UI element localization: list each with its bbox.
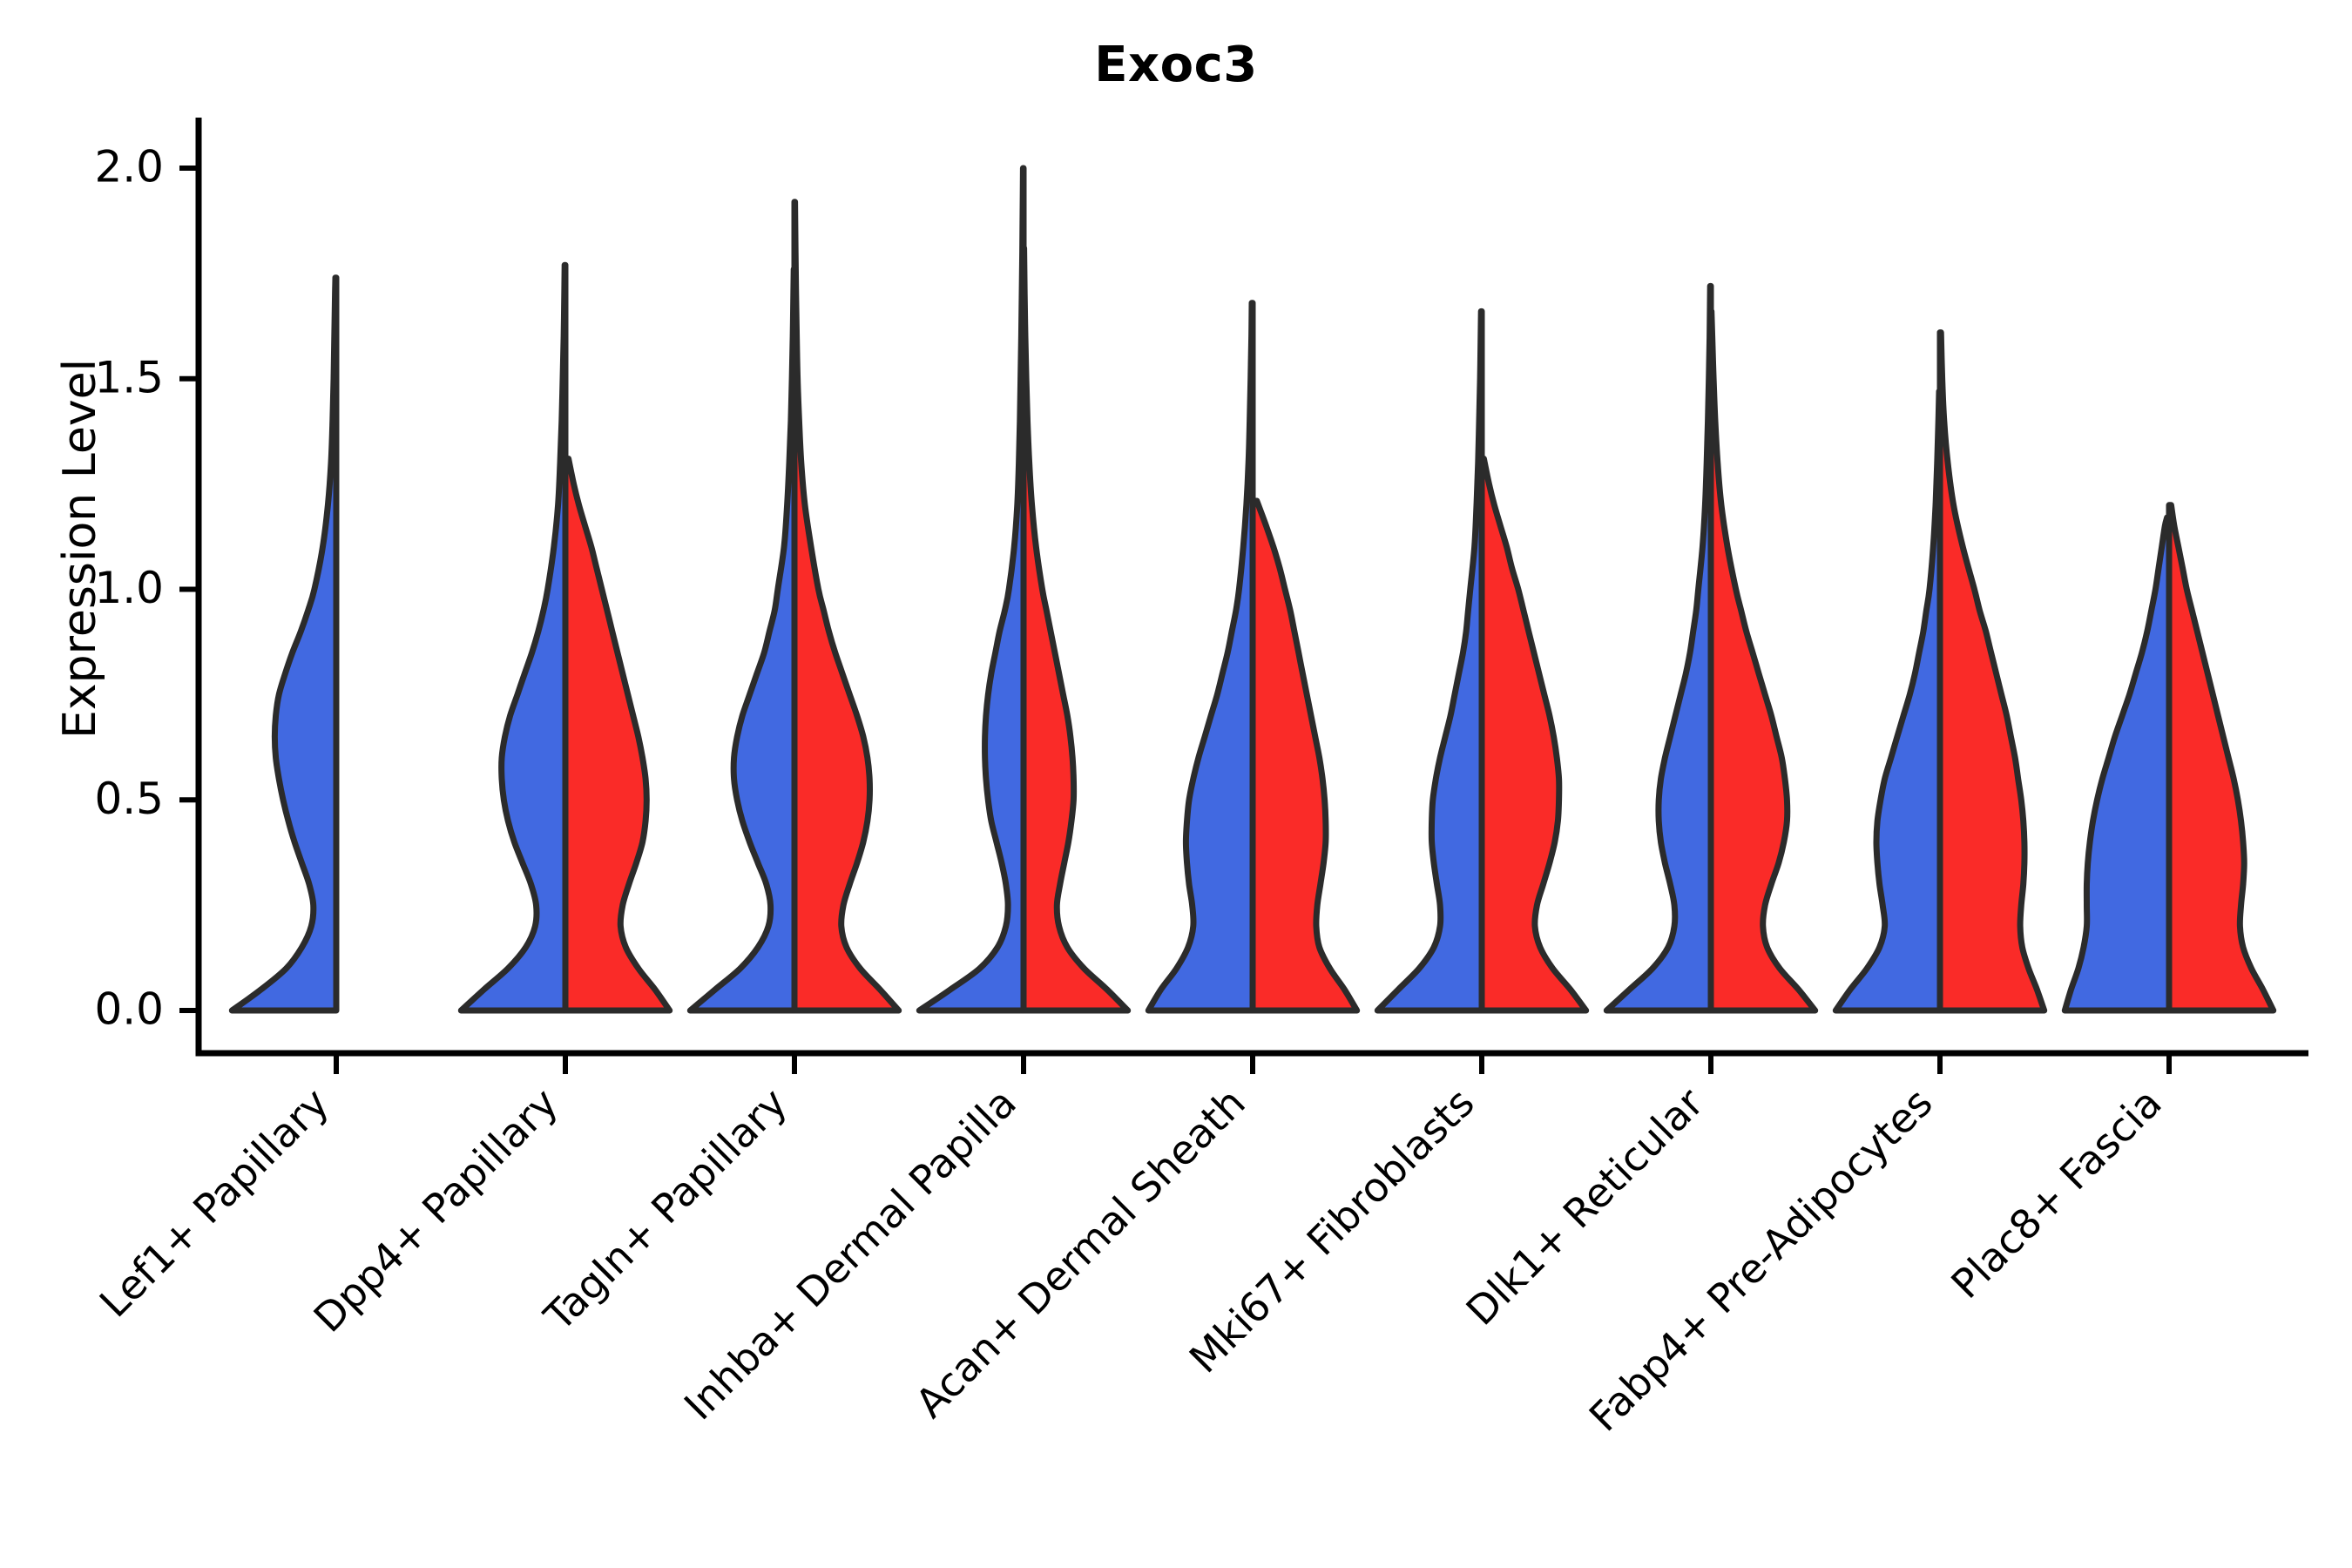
axis-spines — [195, 118, 2308, 1057]
violin-blue — [228, 274, 340, 1014]
violin-red — [2166, 502, 2277, 1014]
violin-red — [1478, 456, 1590, 1014]
violin-blue — [1603, 282, 1714, 1014]
y-tick-label: 1.0 — [94, 563, 164, 613]
x-tick-label: Dpp4+ Papillary — [305, 1079, 567, 1342]
violin-red — [1020, 245, 1132, 1014]
violin-red — [562, 456, 673, 1014]
y-tick-label: 0.5 — [94, 774, 164, 824]
violin-blue — [1832, 388, 1943, 1014]
y-tick-label: 2.0 — [94, 142, 164, 193]
x-tick-label: Plac8+ Fascia — [1942, 1079, 2170, 1308]
violin-red — [1936, 329, 2048, 1014]
violin-blue — [1374, 308, 1485, 1014]
y-tick-label: 0.0 — [94, 984, 164, 1035]
violin-red — [1249, 497, 1361, 1014]
violin-blue — [457, 261, 569, 1014]
x-tick-label: Dlk1+ Reticular — [1457, 1079, 1713, 1335]
y-tick-label: 1.5 — [94, 352, 164, 402]
violin-red — [791, 199, 902, 1014]
violin-blue — [686, 266, 798, 1014]
violin-blue — [916, 165, 1027, 1014]
x-tick-label: TagIn+ Papillary — [535, 1079, 796, 1341]
x-tick-label: Lef1+ Papillary — [91, 1079, 338, 1327]
violin-series-group — [228, 165, 2277, 1014]
violin-red — [1707, 308, 1819, 1014]
page-title: Exoc3 — [1094, 37, 1258, 93]
violin-blue — [1145, 300, 1256, 1014]
violin-blue — [2061, 514, 2173, 1014]
y-axis-ticks: 0.0 0.5 1.0 1.5 2.0 — [94, 142, 199, 1035]
